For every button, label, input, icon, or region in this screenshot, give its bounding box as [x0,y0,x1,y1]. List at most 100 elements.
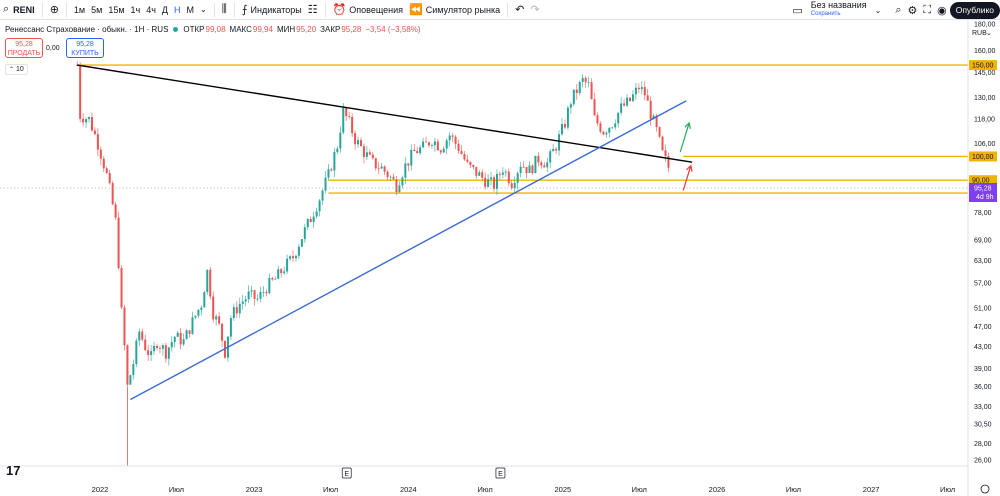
level-price-tag[interactable] [969,151,997,162]
sell-button[interactable]: 95,28 ПРОДАТЬ [5,38,43,58]
interval-0[interactable]: 1м [73,4,86,15]
candle-body [513,182,516,189]
snapshot-button[interactable]: ◉ [934,0,950,20]
candle-body [303,227,306,240]
candle-body [156,345,159,348]
red-arrow[interactable] [682,165,692,191]
time-axis[interactable]: 2022 Июл 2023 Июл 2024 Июл 2025 Июл 2026 Июл 2027 И… [0,465,968,494]
x-tick-label: 2025 [555,485,572,494]
candle-body [410,149,413,166]
high-label: МАКС [229,25,252,34]
candle-body [153,345,156,352]
level-price-tag[interactable] [969,175,997,186]
chart-type-button[interactable]: ⫼ [219,0,230,20]
candle-body [221,323,224,341]
candle-body [430,145,433,146]
chevron-down-icon: ⌄ [874,5,882,15]
symbol-search-button[interactable]: ⌕ RENI [0,0,38,20]
candle-body [386,171,389,178]
trend-lines [77,64,693,401]
candle-body [590,82,593,100]
candle-body [141,331,144,340]
replay-button[interactable]: ⏪ Симулятор рынка [406,0,503,20]
candle-body [135,340,138,365]
y-tick-label: 33,00 [974,404,992,411]
candle-body [132,364,135,376]
interval-5[interactable]: Д [161,4,169,15]
y-tick-label: 106,00 [974,141,996,148]
candle-body [614,123,617,128]
level-price-tag[interactable] [969,60,997,71]
publish-button[interactable]: Опублико [949,1,1000,19]
templates-button[interactable]: ☷ [305,0,321,20]
candle-body [365,152,368,157]
redo-icon: ↷ [530,4,540,16]
indicators-button[interactable]: ⨍ Индикаторы [239,0,305,20]
settings-button[interactable]: ⚙ [905,0,921,20]
candle-body [265,291,268,294]
compare-button[interactable]: ⊕ [47,0,62,20]
support-trend-line[interactable] [130,100,687,401]
candle-body [475,166,478,176]
candle-body [238,303,241,314]
candle-body [558,134,561,151]
time-zone-button[interactable] [980,484,990,494]
tradingview-logo[interactable]: 17 [6,463,20,478]
candle-body [584,77,587,83]
candle-body [531,165,534,174]
candle-body [232,307,235,319]
candle-body [493,177,496,189]
y-tick-label: 118,00 [974,117,995,124]
price-axis[interactable]: RUB ⌄ 180,00 160,00 145,00 130,00 118,00 106,… [967,20,996,496]
interval-2[interactable]: 15м [108,4,125,15]
candle-body [247,291,250,300]
interval-3[interactable]: 1ч [130,4,141,15]
candle-body [359,140,362,147]
candle-body [88,117,91,120]
alerts-button[interactable]: ⏰ Оповещения [330,0,406,20]
redo-button[interactable]: ↷ [527,0,542,20]
candle-body [552,149,555,152]
level-price-label: 100,00 [972,154,994,161]
candle-body [534,155,537,174]
candle-body [427,142,430,146]
green-arrow[interactable] [679,122,690,153]
candle-body [253,290,256,299]
candle-body [643,87,646,96]
candle-body [250,290,253,292]
earnings-marker[interactable] [495,467,506,479]
candle-body [280,269,283,274]
price-chart[interactable]: RUB ⌄ 180,00 160,00 145,00 130,00 118,00 106,… [0,20,1000,496]
undo-button[interactable]: ↶ [512,0,527,20]
chevron-down-icon[interactable]: ⌄ [200,5,207,14]
market-status-dot[interactable] [173,27,179,32]
quick-search-button[interactable]: ⌕ [892,0,904,20]
chevron-down-icon[interactable]: ⌄ [986,30,992,37]
fullscreen-button[interactable]: ⛶ [920,0,934,20]
interval-6[interactable]: Н [174,4,181,15]
candle-body [398,185,401,193]
candle-body [631,94,634,102]
y-tick-label: 69,00 [974,238,992,245]
interval-4[interactable]: 4ч [146,4,156,15]
layout-button[interactable]: ▭ Без названия Сохранить ⌄ [789,0,884,20]
earnings-marker[interactable] [341,467,352,479]
candle-body [209,269,212,297]
candle-body [495,173,498,189]
candle-body [510,183,513,189]
resistance-trend-line[interactable] [77,64,693,163]
candle-body [99,149,102,159]
candle-body [312,216,315,223]
candle-body [498,173,501,175]
candle-body [566,107,569,128]
candle-body [342,107,345,133]
candle-body [333,151,336,171]
interval-1[interactable]: 5м [91,4,103,15]
legend-title: Ренессанс Страхование · обыкн. · 1Н · RU… [5,25,169,34]
volume-indicator-toggle[interactable]: ⌃ 10 [5,64,28,75]
interval-7[interactable]: М [186,4,195,15]
last-price-tag[interactable] [969,183,997,202]
buy-button[interactable]: 95,28 КУПИТЬ [66,38,104,58]
